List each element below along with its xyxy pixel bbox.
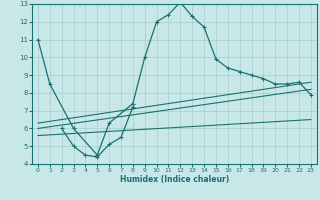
X-axis label: Humidex (Indice chaleur): Humidex (Indice chaleur) [120, 175, 229, 184]
